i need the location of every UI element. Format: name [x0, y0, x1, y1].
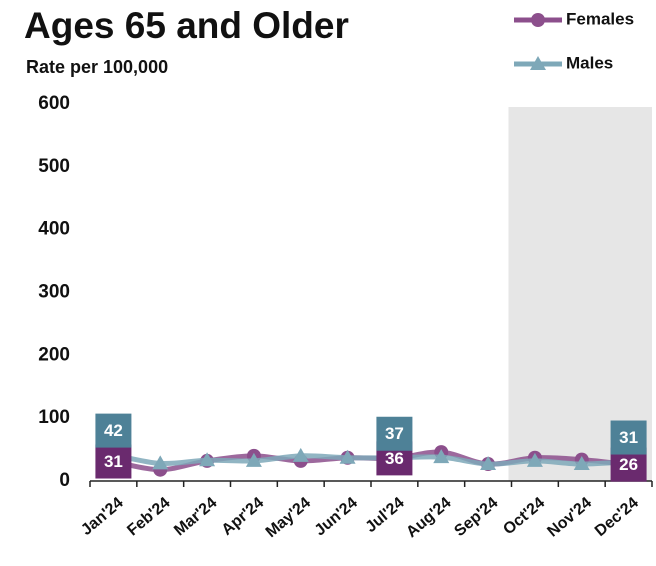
y-tick-label: 0	[59, 470, 70, 491]
data-label-box	[95, 413, 132, 448]
data-point	[292, 447, 309, 462]
x-tick-label: Sep'24	[451, 494, 501, 540]
data-label-box	[610, 420, 647, 455]
data-label: 36	[385, 449, 404, 468]
y-tick-label: 400	[38, 219, 70, 240]
data-point	[199, 452, 216, 467]
legend-marker	[530, 56, 546, 70]
x-tick-label: Feb'24	[124, 494, 173, 539]
y-tick-label: 600	[38, 93, 70, 114]
legend-label: Males	[566, 53, 613, 72]
data-label: 26	[619, 455, 638, 474]
data-label: 37	[385, 424, 404, 443]
x-tick-label: Oct'24	[500, 494, 548, 538]
y-tick-label: 200	[38, 344, 70, 365]
legend-marker	[531, 13, 545, 27]
x-tick-label: Nov'24	[544, 494, 595, 540]
data-point	[433, 449, 450, 464]
data-label: 31	[619, 428, 638, 447]
data-point	[480, 456, 497, 471]
x-tick-label: Jul'24	[363, 494, 408, 536]
legend-label: Females	[566, 9, 634, 28]
x-tick-label: Aug'24	[403, 494, 454, 541]
data-point	[573, 456, 590, 471]
x-tick-label: Mar'24	[171, 494, 220, 539]
data-label: 31	[104, 452, 123, 471]
x-tick-label: May'24	[263, 494, 314, 541]
y-tick-label: 500	[38, 156, 70, 177]
x-tick-label: Jun'24	[312, 494, 361, 539]
data-point	[152, 455, 169, 470]
data-label-box	[376, 416, 413, 451]
data-point	[526, 452, 543, 467]
data-point	[245, 452, 262, 467]
data-label-box	[95, 444, 132, 479]
x-tick-label: Jan'24	[78, 494, 127, 539]
data-point	[339, 449, 356, 464]
x-tick-label: Dec'24	[592, 494, 642, 540]
highlight-region	[508, 107, 652, 481]
chart-title: Ages 65 and Older	[24, 5, 349, 46]
x-tick-label: Apr'24	[219, 494, 268, 539]
y-tick-label: 100	[38, 407, 70, 428]
data-label: 42	[104, 421, 123, 440]
chart-subtitle: Rate per 100,000	[26, 57, 168, 77]
y-tick-label: 300	[38, 282, 70, 303]
